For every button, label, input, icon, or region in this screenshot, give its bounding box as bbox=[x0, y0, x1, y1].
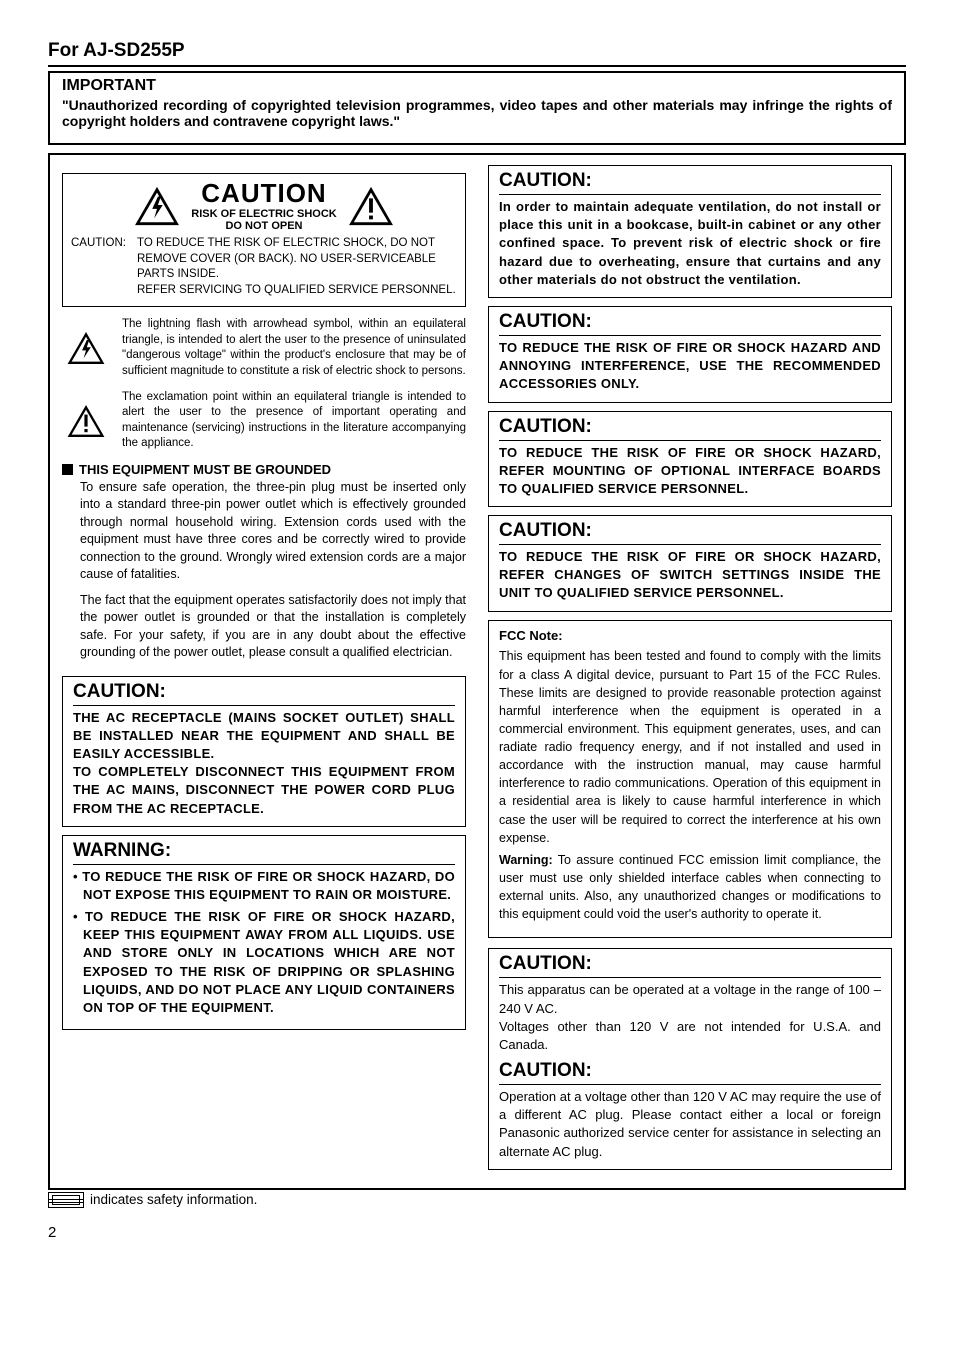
plate-text-label: CAUTION: bbox=[71, 236, 131, 298]
important-title: IMPORTANT bbox=[62, 77, 892, 95]
caution-ac: CAUTION: THE AC RECEPTACLE (MAINS SOCKET… bbox=[62, 676, 466, 827]
plate-title: CAUTION bbox=[191, 180, 336, 207]
voltage-box: CAUTION: This apparatus can be operated … bbox=[488, 948, 892, 1170]
ground-p2: The fact that the equipment operates sat… bbox=[80, 592, 466, 662]
important-box: IMPORTANT "Unauthorized recording of cop… bbox=[48, 71, 906, 145]
fcc-heading: FCC Note: bbox=[499, 627, 881, 646]
fcc-p1: This equipment has been tested and found… bbox=[499, 647, 881, 846]
lightning-row: The lightning flash with arrowhead symbo… bbox=[62, 317, 466, 379]
caution-acc: CAUTION: TO REDUCE THE RISK OF FIRE OR S… bbox=[488, 306, 892, 403]
lightning-icon bbox=[133, 185, 181, 227]
exclaim-row: The exclamation point within an equilate… bbox=[62, 390, 466, 452]
plate-text-row: CAUTION: TO REDUCE THE RISK OF ELECTRIC … bbox=[71, 236, 457, 298]
page-heading: For AJ-SD255P bbox=[48, 40, 906, 67]
fcc-warn-label: Warning: bbox=[499, 853, 553, 867]
caution-vent-h: CAUTION: bbox=[499, 170, 881, 195]
caution-ac-h: CAUTION: bbox=[73, 681, 455, 706]
caution-switch-t: TO REDUCE THE RISK OF FIRE OR SHOCK HAZA… bbox=[499, 548, 881, 603]
exclaim-icon bbox=[347, 185, 395, 227]
right-column: CAUTION: In order to maintain adequate v… bbox=[488, 165, 892, 1178]
warning-item-1: TO REDUCE THE RISK OF FIRE OR SHOCK HAZA… bbox=[73, 868, 455, 904]
important-text: "Unauthorized recording of copyrighted t… bbox=[62, 97, 892, 129]
lightning-desc: The lightning flash with arrowhead symbo… bbox=[122, 317, 466, 379]
main-columns: CAUTION RISK OF ELECTRIC SHOCK DO NOT OP… bbox=[48, 153, 906, 1190]
voltage-h1: CAUTION: bbox=[499, 953, 881, 978]
caution-switch: CAUTION: TO REDUCE THE RISK OF FIRE OR S… bbox=[488, 515, 892, 612]
caution-acc-t: TO REDUCE THE RISK OF FIRE OR SHOCK HAZA… bbox=[499, 339, 881, 394]
ground-p1: To ensure safe operation, the three-pin … bbox=[80, 479, 466, 584]
fcc-warn-text: To assure continued FCC emission limit c… bbox=[499, 853, 881, 921]
exclaim-triangle-icon bbox=[66, 401, 106, 441]
warning-h: WARNING: bbox=[73, 840, 455, 865]
footer-line: indicates safety information. bbox=[48, 1192, 906, 1208]
exclaim-desc: The exclamation point within an equilate… bbox=[122, 390, 466, 452]
voltage-h2: CAUTION: bbox=[499, 1060, 881, 1085]
warning-block: WARNING: TO REDUCE THE RISK OF FIRE OR S… bbox=[62, 835, 466, 1031]
fcc-p2: Warning: To assure continued FCC emissio… bbox=[499, 851, 881, 924]
caution-boards-h: CAUTION: bbox=[499, 416, 881, 441]
page-number: 2 bbox=[48, 1224, 906, 1241]
plate-sub2: DO NOT OPEN bbox=[191, 221, 336, 233]
caution-ac-t: THE AC RECEPTACLE (MAINS SOCKET OUTLET) … bbox=[73, 709, 455, 818]
caution-switch-h: CAUTION: bbox=[499, 520, 881, 545]
footer-text: indicates safety information. bbox=[90, 1192, 257, 1207]
caution-acc-h: CAUTION: bbox=[499, 311, 881, 336]
plate-text: TO REDUCE THE RISK OF ELECTRIC SHOCK, DO… bbox=[137, 236, 457, 298]
caution-vent-t: In order to maintain adequate ventilatio… bbox=[499, 198, 881, 289]
left-column: CAUTION RISK OF ELECTRIC SHOCK DO NOT OP… bbox=[62, 165, 466, 1178]
caution-vent: CAUTION: In order to maintain adequate v… bbox=[488, 165, 892, 298]
caution-boards: CAUTION: TO REDUCE THE RISK OF FIRE OR S… bbox=[488, 411, 892, 508]
warning-item-2: TO REDUCE THE RISK OF FIRE OR SHOCK HAZA… bbox=[73, 908, 455, 1017]
caution-boards-t: TO REDUCE THE RISK OF FIRE OR SHOCK HAZA… bbox=[499, 444, 881, 499]
plate-title-block: CAUTION RISK OF ELECTRIC SHOCK DO NOT OP… bbox=[191, 180, 336, 232]
voltage-t2: Operation at a voltage other than 120 V … bbox=[499, 1088, 881, 1161]
safety-info-icon bbox=[48, 1192, 84, 1208]
voltage-t1b: Voltages other than 120 V are not intend… bbox=[499, 1018, 881, 1054]
caution-plate: CAUTION RISK OF ELECTRIC SHOCK DO NOT OP… bbox=[62, 173, 466, 307]
lightning-triangle-icon bbox=[66, 328, 106, 368]
ground-title: THIS EQUIPMENT MUST BE GROUNDED bbox=[62, 462, 466, 477]
voltage-t1a: This apparatus can be operated at a volt… bbox=[499, 981, 881, 1017]
fcc-box: FCC Note: This equipment has been tested… bbox=[488, 620, 892, 939]
